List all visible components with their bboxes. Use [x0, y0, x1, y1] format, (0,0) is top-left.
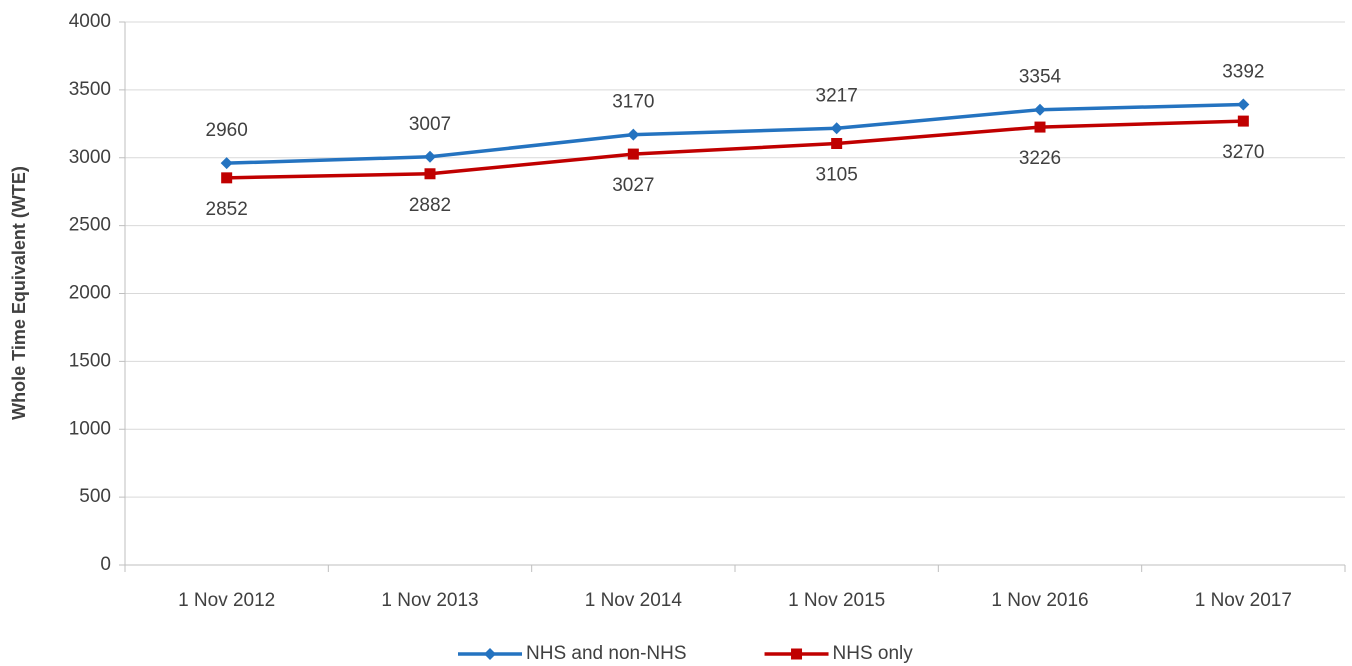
- data-label: 3354: [1019, 67, 1062, 88]
- data-label: 3226: [1019, 148, 1061, 169]
- data-point: [831, 137, 843, 149]
- data-label: 3217: [816, 85, 858, 106]
- data-label: 3027: [612, 175, 654, 196]
- data-point: [221, 172, 233, 184]
- data-point: [1237, 115, 1249, 127]
- data-label: 2852: [206, 199, 248, 220]
- x-tick-label: 1 Nov 2013: [381, 590, 478, 611]
- data-point: [627, 128, 640, 141]
- series-line: [226, 102, 1244, 165]
- y-tick-label: 500: [79, 486, 111, 507]
- data-label: 3105: [816, 165, 858, 186]
- y-tick-label: 1500: [69, 350, 111, 371]
- data-point: [424, 168, 436, 180]
- data-point: [1034, 103, 1046, 116]
- x-tick-label: 1 Nov 2017: [1195, 590, 1292, 611]
- data-label: 3270: [1222, 142, 1264, 163]
- y-axis-label: Whole Time Equivalent (WTE): [9, 166, 29, 420]
- x-tick-label: 1 Nov 2016: [991, 590, 1088, 611]
- legend-marker: [791, 648, 803, 660]
- legend-marker: [484, 648, 496, 660]
- y-tick-label: 0: [100, 554, 111, 575]
- x-tick-label: 1 Nov 2015: [788, 590, 885, 611]
- data-point: [627, 148, 639, 160]
- data-label: 3007: [409, 114, 451, 135]
- y-tick-label: 3500: [69, 79, 111, 100]
- x-tick-label: 1 Nov 2012: [178, 590, 275, 611]
- data-point: [220, 157, 233, 170]
- data-label: 2882: [409, 195, 451, 216]
- data-point: [424, 150, 436, 163]
- data-point: [830, 122, 843, 135]
- y-tick-label: 2500: [69, 215, 111, 236]
- data-point: [1034, 121, 1046, 133]
- data-label: 3170: [612, 92, 654, 113]
- y-tick-label: 3000: [69, 147, 111, 168]
- data-label: 2960: [206, 120, 248, 141]
- y-tick-label: 4000: [69, 11, 111, 32]
- legend-label: NHS only: [833, 643, 914, 664]
- series-line: [226, 119, 1244, 180]
- y-tick-label: 2000: [69, 283, 111, 304]
- x-tick-label: 1 Nov 2014: [585, 590, 683, 611]
- data-label: 3392: [1222, 62, 1264, 83]
- legend-label: NHS and non-NHS: [526, 643, 687, 664]
- y-tick-label: 1000: [69, 418, 111, 439]
- data-point: [1237, 98, 1250, 111]
